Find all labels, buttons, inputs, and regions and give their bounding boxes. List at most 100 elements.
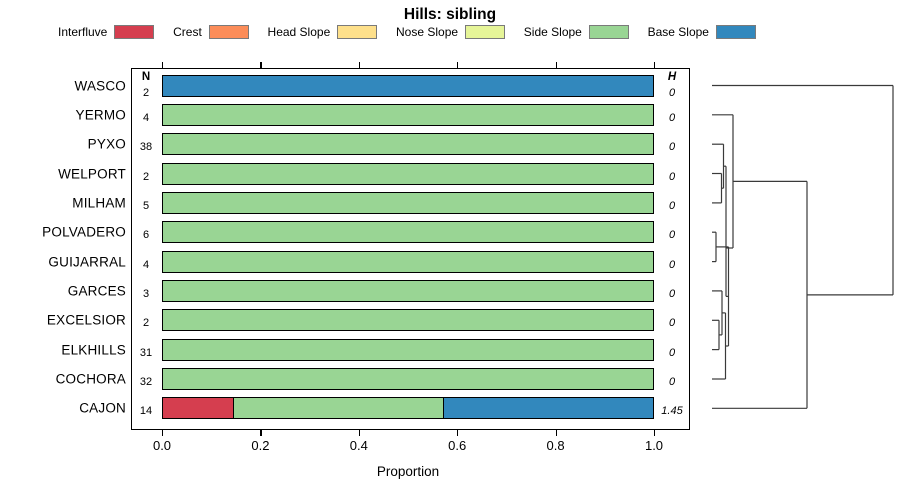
legend-label: Head Slope — [267, 25, 331, 39]
legend-item-nose-slope: Nose Slope — [396, 25, 506, 39]
n-value: 6 — [142, 229, 150, 242]
legend-label: Side Slope — [523, 25, 582, 39]
h-value: 0 — [668, 346, 676, 359]
bar-row-welport — [162, 162, 654, 185]
bar-segment-side-slope — [233, 398, 443, 419]
bar-segment-side-slope — [163, 339, 653, 360]
x-axis-tick-label: 0.0 — [152, 438, 172, 453]
h-value: 0 — [668, 258, 676, 271]
legend-swatch — [208, 25, 249, 39]
legend-label: Crest — [173, 25, 202, 39]
legend-item-head-slope: Head Slope — [268, 25, 378, 39]
x-axis-tick-label: 0.6 — [448, 438, 467, 453]
x-axis-tick-top — [457, 62, 459, 68]
h-column-header: H — [667, 71, 677, 83]
bar-segment-base-slope — [163, 75, 653, 96]
row-label-guijarral: GUIJARRAL — [48, 254, 126, 270]
legend-item-side-slope: Side Slope — [524, 25, 629, 39]
x-axis-tick-top — [654, 62, 656, 68]
x-axis-tick-top — [555, 62, 557, 68]
n-value: 5 — [142, 199, 150, 212]
legend-swatch — [715, 25, 756, 39]
bar-segment-interfluve — [163, 398, 234, 419]
h-value: 0 — [668, 287, 676, 300]
n-value: 31 — [139, 346, 153, 359]
row-label-garces: GARCES — [67, 283, 126, 299]
n-value: 4 — [142, 111, 150, 124]
x-axis-tick-bottom — [555, 430, 557, 436]
n-value: 32 — [139, 376, 153, 388]
row-label-milham: MILHAM — [72, 195, 126, 211]
x-axis-tick-label: 0.4 — [349, 438, 368, 453]
x-axis-tick-bottom — [654, 430, 656, 436]
bar-segment-base-slope — [442, 398, 653, 419]
n-value: 38 — [139, 141, 153, 154]
h-value: 1.45 — [661, 405, 683, 418]
legend-swatch — [465, 25, 506, 39]
bar-segment-side-slope — [163, 104, 653, 125]
x-axis-tick-top — [162, 62, 164, 68]
bar-row-cochora — [162, 368, 654, 390]
row-label-pyxo: PYXO — [87, 136, 126, 152]
bar-row-wasco — [162, 74, 654, 97]
x-axis-title: Proportion — [376, 464, 440, 479]
row-label-excelsior: EXCELSIOR — [46, 312, 126, 328]
bar-segment-side-slope — [163, 134, 653, 155]
legend-label: Nose Slope — [396, 25, 459, 39]
legend-swatch — [114, 25, 155, 39]
legend-item-interfluve: Interfluve — [58, 25, 155, 39]
row-label-yermo: YERMO — [75, 107, 126, 123]
x-axis-tick-bottom — [457, 430, 459, 436]
legend-item-base-slope: Base Slope — [648, 25, 756, 39]
bar-row-pyxo — [162, 133, 654, 156]
bar-segment-side-slope — [163, 192, 653, 213]
row-label-elkhills: ELKHILLS — [61, 342, 126, 358]
bar-segment-side-slope — [163, 251, 653, 272]
h-value: 0 — [668, 199, 676, 212]
x-axis-tick-bottom — [260, 430, 262, 436]
row-label-welport: WELPORT — [58, 166, 126, 182]
n-value: 2 — [142, 86, 150, 99]
x-axis-tick-label: 0.2 — [251, 438, 270, 453]
legend-label: Interfluve — [58, 25, 108, 39]
h-value: 0 — [668, 376, 676, 388]
x-axis-tick-label: 1.0 — [644, 438, 664, 453]
x-axis-tick-bottom — [162, 430, 164, 436]
n-value: 2 — [142, 170, 150, 183]
legend-item-crest: Crest — [173, 25, 249, 39]
legend: Interfluve Crest Head Slope Nose Slope Side … — [58, 25, 756, 39]
x-axis-tick-top — [260, 62, 262, 68]
legend-label: Base Slope — [647, 25, 709, 39]
bar-segment-side-slope — [163, 222, 653, 243]
n-value: 4 — [142, 258, 150, 271]
h-value: 0 — [668, 86, 676, 99]
x-axis-tick-top — [358, 62, 360, 68]
bar-segment-side-slope — [163, 369, 653, 389]
h-value: 0 — [668, 317, 676, 330]
bar-segment-side-slope — [163, 163, 653, 184]
bar-row-guijarral — [162, 250, 654, 273]
bar-row-garces — [162, 279, 654, 302]
row-label-cajon: CAJON — [79, 400, 126, 416]
n-value: 2 — [142, 317, 150, 330]
row-label-cochora: COCHORA — [55, 371, 126, 387]
n-column-header: N — [141, 71, 151, 83]
bar-row-cajon — [162, 397, 654, 420]
bar-segment-side-slope — [163, 280, 653, 301]
row-label-wasco: WASCO — [74, 78, 126, 93]
bar-row-elkhills — [162, 338, 654, 361]
h-value: 0 — [668, 170, 676, 183]
row-label-polvadero: POLVADERO — [42, 224, 126, 240]
bar-segment-side-slope — [163, 310, 653, 331]
legend-swatch — [337, 25, 378, 39]
x-axis-tick-label: 0.8 — [546, 438, 565, 453]
chart-title: Hills: sibling — [403, 6, 497, 23]
n-value: 14 — [139, 405, 153, 418]
x-axis-tick-bottom — [358, 430, 360, 436]
legend-swatch — [588, 25, 629, 39]
bar-row-polvadero — [162, 221, 654, 244]
bar-row-milham — [162, 191, 654, 214]
bar-row-excelsior — [162, 309, 654, 332]
h-value: 0 — [668, 229, 676, 242]
